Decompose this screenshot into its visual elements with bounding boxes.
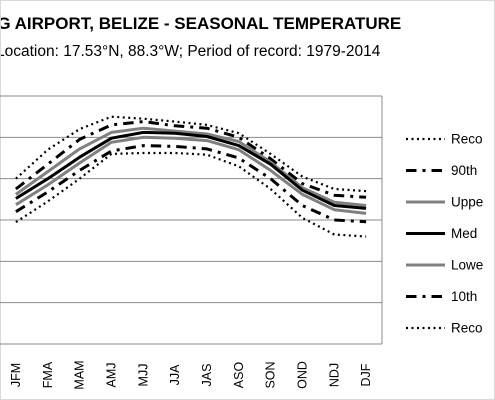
legend-label-3: Med [451,226,477,241]
legend-label-5: 10th [451,289,477,304]
legend-label-6: Reco [451,321,483,336]
x-tick-label: MAM [73,360,87,389]
chart-subtitle: Location: 17.53°N, 88.3°W; Period of rec… [0,43,381,60]
x-tick-label: DJF [359,363,373,386]
legend-label-0: Reco [451,132,483,147]
x-tick-label: SON [264,361,278,388]
chart-title: PG AIRPORT, BELIZE - SEASONAL TEMPERATUR… [0,14,402,33]
series-line-1 [14,120,367,199]
legend-label-1: 90th [451,163,477,178]
series-line-5 [15,144,367,224]
legend-label-2: Uppe [451,195,483,210]
x-tick-label: OND [295,361,309,389]
series-line-2 [15,126,367,207]
x-tick-label: JFM [9,363,23,387]
x-tick-label: JJA [168,364,182,386]
x-tick-label: AMJ [104,363,118,388]
x-tick-label: JAS [200,364,214,387]
series-line-3 [15,130,367,210]
series-line-4 [15,135,367,215]
x-tick-label: MJJ [136,364,150,387]
x-tick-label: FMA [41,361,55,388]
x-tick-label: ASO [232,362,246,389]
x-tick-label: NDJ [327,363,341,387]
legend-label-4: Lowe [451,258,483,273]
